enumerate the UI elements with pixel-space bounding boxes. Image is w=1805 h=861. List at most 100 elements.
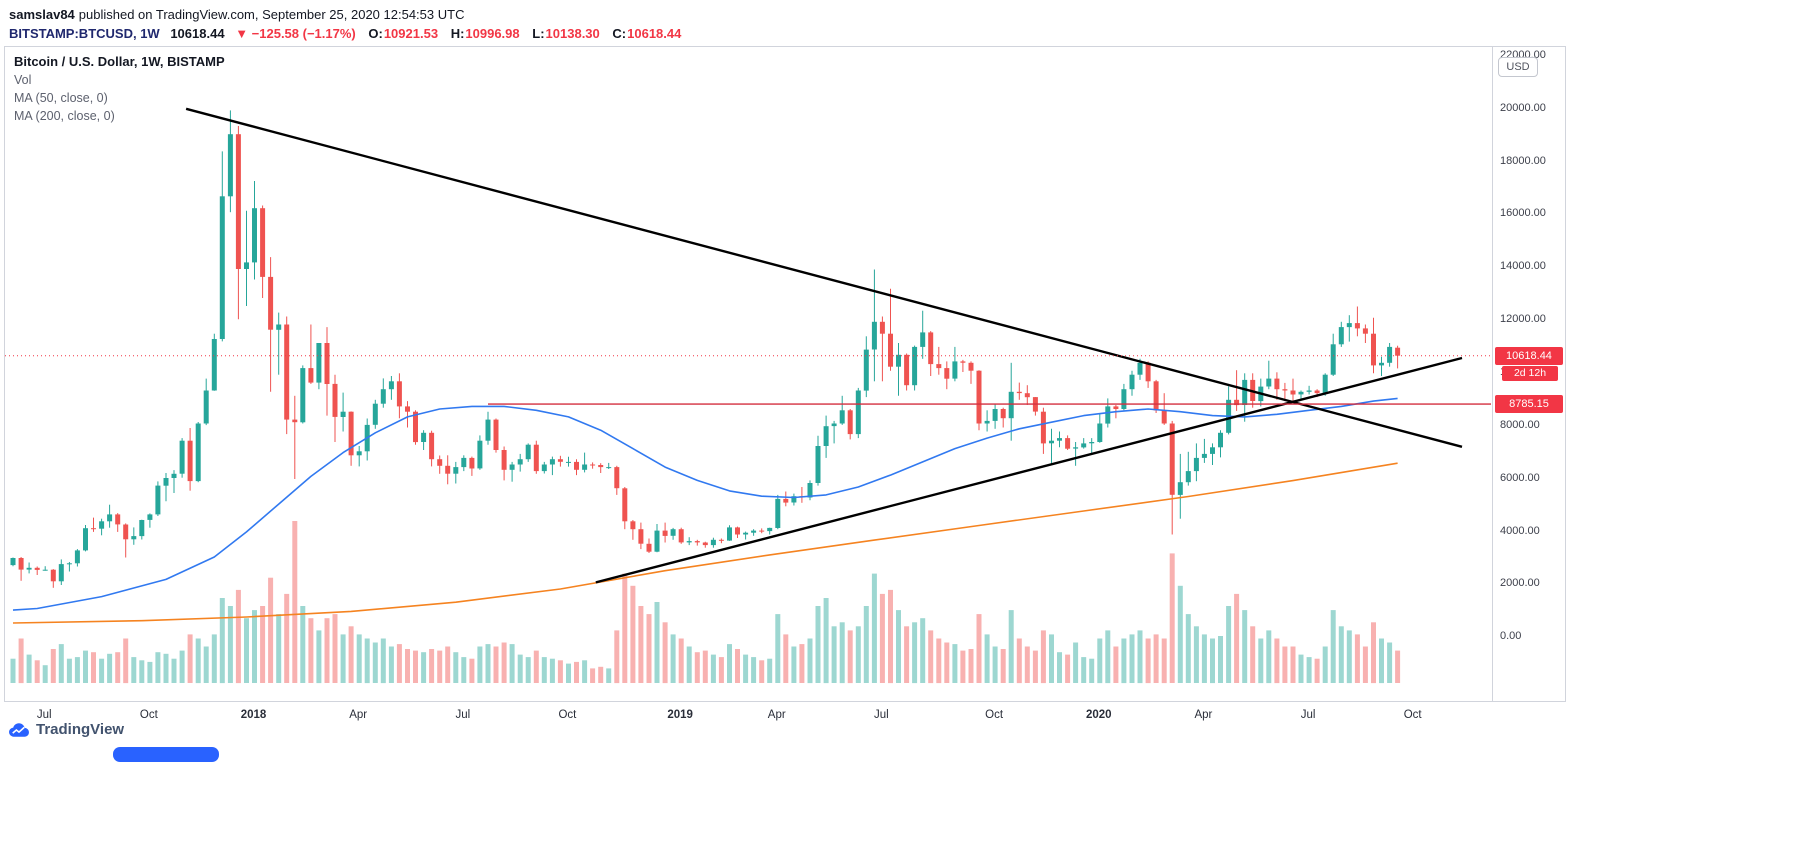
volume-bar (268, 577, 274, 683)
volume-bar (541, 657, 547, 683)
candle-body (429, 432, 435, 460)
candle-body (211, 339, 217, 391)
legend-volume: Vol (14, 73, 32, 87)
candle-body (1137, 362, 1143, 375)
volume-bar (74, 657, 80, 683)
candle-body (115, 514, 121, 525)
candle-body (18, 558, 24, 570)
currency-toggle-button[interactable]: USD (1498, 57, 1538, 77)
author-name: samslav84 (9, 7, 75, 22)
volume-bar (509, 644, 515, 683)
volume-bar (66, 658, 72, 683)
volume-bar (1016, 638, 1022, 684)
price-tick-label: 14000.00 (1500, 260, 1546, 273)
trendline-2[interactable] (595, 356, 1463, 584)
candle-body (1306, 390, 1312, 392)
volume-bar (1169, 553, 1175, 683)
volume-bar (413, 650, 418, 683)
price-axis[interactable]: USD 0.002000.004000.006000.008000.001000… (1493, 47, 1565, 701)
volume-bar (936, 638, 942, 684)
candle-body (203, 390, 209, 424)
legend-ma50: MA (50, close, 0) (14, 91, 108, 105)
candle-body (863, 349, 869, 391)
volume-bar (252, 610, 257, 683)
volume-bar (1008, 610, 1014, 683)
legend-ma200: MA (200, close, 0) (14, 109, 115, 123)
candle-body (1379, 362, 1384, 366)
candle-body (348, 411, 354, 456)
volume-bar (1113, 646, 1119, 683)
volume-bar (1177, 585, 1183, 683)
volume-bar (1354, 634, 1360, 683)
volume-bar (831, 626, 837, 683)
volume-bar (888, 589, 893, 684)
candle-body (1218, 432, 1223, 448)
candle-body (783, 498, 789, 503)
volume-bar (187, 634, 193, 683)
candle-body (187, 440, 193, 482)
trendline-1[interactable] (185, 107, 1463, 448)
volume-bar (396, 644, 402, 683)
time-tick-label: Oct (985, 709, 1004, 721)
price-tick-label: 6000.00 (1500, 471, 1540, 484)
candle-body (1387, 346, 1393, 363)
candle-body (493, 419, 499, 450)
candle-body (879, 321, 885, 334)
price-chart-canvas[interactable] (5, 47, 1491, 701)
legend-symbol-title: Bitcoin / U.S. Dollar, 1W, BISTAMP (14, 54, 225, 69)
close-value: 10618.44 (627, 26, 682, 41)
publish-text: published on TradingView.com, September … (78, 7, 465, 22)
tradingview-watermark[interactable]: TradingView (8, 721, 124, 738)
candle-body (662, 530, 668, 536)
time-tick-label: Apr (767, 709, 786, 721)
candle-body (968, 362, 974, 371)
candle-body (944, 368, 950, 379)
chart-pane[interactable]: Bitcoin / U.S. Dollar, 1W, BISTAMP Vol M… (5, 47, 1493, 701)
candle-body (759, 530, 765, 532)
volume-bar (678, 638, 684, 684)
candle-body (1024, 393, 1030, 398)
volume-bar (219, 598, 225, 684)
volume-bar (928, 630, 934, 684)
candle-body (179, 440, 185, 474)
volume-bar (654, 602, 660, 683)
publish-info: samslav84 published on TradingView.com, S… (9, 7, 464, 22)
volume-bar (429, 649, 435, 683)
candle-body (928, 332, 934, 365)
volume-bar (179, 650, 185, 683)
candle-body (195, 423, 201, 482)
volume-bar (348, 626, 354, 683)
time-tick-label: Apr (349, 709, 368, 721)
candle-body (1089, 442, 1095, 444)
candle-body (388, 381, 394, 390)
candle-body (517, 459, 523, 465)
volume-bar (670, 634, 676, 683)
volume-bar (735, 649, 740, 683)
price-tick-label: 12000.00 (1500, 313, 1546, 326)
volume-bar (50, 649, 56, 683)
candle-body (340, 411, 346, 417)
volume-bar (783, 634, 789, 683)
volume-bar (630, 585, 636, 683)
volume-bar (42, 665, 48, 683)
candle-body (171, 473, 177, 478)
candle-body (1362, 328, 1368, 334)
candle-body (791, 496, 797, 503)
candle-body (219, 196, 225, 339)
volume-bar (195, 638, 201, 684)
price-tick-label: 4000.00 (1500, 524, 1540, 537)
candle-body (405, 406, 410, 412)
volume-bar (276, 614, 282, 683)
volume-bar (517, 654, 523, 683)
price-tick-label: 20000.00 (1500, 101, 1546, 114)
volume-bar (372, 642, 378, 683)
volume-bar (1137, 630, 1143, 684)
candle-body (912, 346, 918, 386)
time-tick-label: Oct (1403, 709, 1422, 721)
volume-bar (1298, 654, 1304, 683)
volume-bar (1274, 638, 1280, 684)
time-axis[interactable]: Jul Oct 2018 Apr Jul Oct 2019 Apr Jul Oct 2020 Apr J… (4, 703, 1566, 729)
volume-bar (1395, 650, 1401, 683)
candle-body (702, 542, 708, 546)
last-price-value: 10618.44 (170, 26, 225, 41)
